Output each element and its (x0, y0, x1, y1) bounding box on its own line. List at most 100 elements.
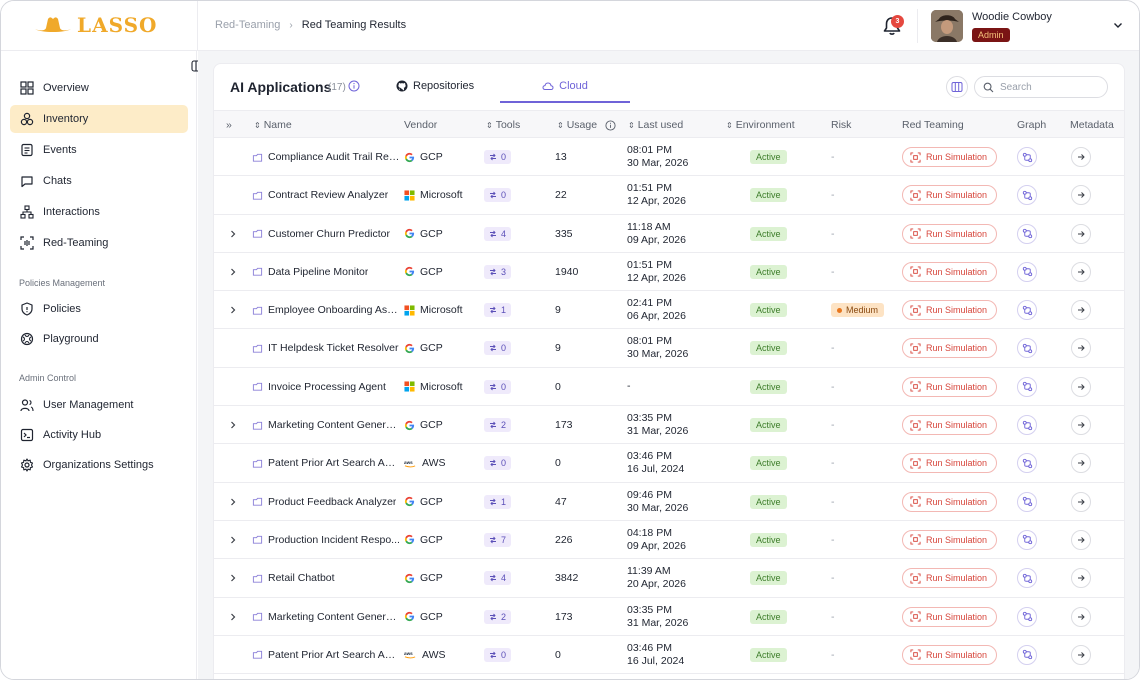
sidebar-item-policies[interactable]: Policies (10, 295, 188, 323)
run-simulation-button[interactable]: Run Simulation (902, 606, 998, 627)
column-header-metadata[interactable]: Metadata (1070, 119, 1114, 131)
graph-button[interactable] (1017, 453, 1037, 474)
metadata-button[interactable] (1071, 453, 1091, 474)
columns-toggle-button[interactable] (946, 76, 968, 98)
run-simulation-button[interactable]: Run Simulation (902, 491, 998, 512)
app-name-cell[interactable]: Compliance Audit Trail Revi... (252, 138, 402, 176)
expand-row-button[interactable] (226, 215, 240, 253)
run-simulation-button[interactable]: Run Simulation (902, 338, 998, 359)
table-row[interactable]: Marketing Content Genera... GCP 2 173 03:35 … (214, 406, 1124, 445)
app-name-cell[interactable]: IT Helpdesk Ticket Resolver (252, 329, 402, 367)
expand-row-button[interactable] (226, 598, 240, 636)
avatar[interactable] (931, 10, 963, 42)
app-name-cell[interactable]: Marketing Content Genera... (252, 406, 402, 444)
tools-count-badge[interactable]: 7 (484, 532, 512, 547)
sidebar-item-playground[interactable]: Playground (10, 325, 188, 353)
table-row[interactable]: Contract Review Analyzer Microsoft 0 22 01:5… (214, 176, 1124, 215)
app-name-cell[interactable]: Data Pipeline Monitor (252, 253, 402, 291)
expand-row-button[interactable] (226, 291, 240, 329)
run-simulation-button[interactable]: Run Simulation (902, 644, 998, 665)
expand-row-button[interactable] (226, 521, 240, 559)
expand-row-button[interactable] (226, 483, 240, 521)
sidebar-item-activity-hub[interactable]: Activity Hub (10, 421, 188, 449)
graph-button[interactable] (1017, 491, 1037, 512)
table-row[interactable]: Customer Churn Predictor GCP 4 335 11:18 AM 0… (214, 215, 1124, 253)
table-row[interactable]: IT Helpdesk Ticket Resolver GCP 0 9 08:01 PM… (214, 329, 1124, 368)
run-simulation-button[interactable]: Run Simulation (902, 147, 998, 167)
tools-count-badge[interactable]: 3 (484, 264, 512, 279)
table-row[interactable]: Data Pipeline Monitor GCP 3 1940 01:51 PM 12 … (214, 253, 1124, 292)
metadata-button[interactable] (1071, 338, 1091, 359)
table-row[interactable]: Product Feedback Analyzer GCP 1 47 09:46 PM 3… (214, 483, 1124, 521)
metadata-button[interactable] (1071, 147, 1091, 167)
sidebar-item-red-teaming[interactable]: Red-Teaming (10, 229, 188, 257)
column-header-graph[interactable]: Graph (1017, 119, 1046, 131)
tab-repositories[interactable]: Repositories (396, 80, 474, 92)
tools-count-badge[interactable]: 0 (484, 456, 512, 471)
run-simulation-button[interactable]: Run Simulation (902, 300, 998, 321)
graph-button[interactable] (1017, 147, 1037, 167)
app-name-cell[interactable]: Invoice Processing Agent (252, 368, 402, 406)
table-row[interactable]: Production Incident Respo... GCP 7 226 04:18… (214, 521, 1124, 560)
metadata-button[interactable] (1071, 529, 1091, 550)
app-name-cell[interactable]: Employee Onboarding Ass... (252, 291, 402, 329)
metadata-button[interactable] (1071, 415, 1091, 436)
run-simulation-button[interactable]: Run Simulation (902, 415, 998, 436)
tools-count-badge[interactable]: 1 (484, 494, 512, 509)
column-header-usage[interactable]: ⇕ Usage (557, 119, 616, 131)
search-box[interactable] (974, 76, 1108, 98)
tools-count-badge[interactable]: 1 (484, 303, 512, 318)
sidebar-item-events[interactable]: Events (10, 136, 188, 164)
metadata-button[interactable] (1071, 491, 1091, 512)
metadata-button[interactable] (1071, 376, 1091, 397)
app-name-cell[interactable]: Patent Prior Art Search Age... (252, 636, 402, 674)
app-name-cell[interactable]: Patent Prior Art Search Age... (252, 444, 402, 482)
tools-count-badge[interactable]: 4 (484, 571, 512, 586)
graph-button[interactable] (1017, 223, 1037, 244)
user-name[interactable]: Woodie Cowboy (972, 11, 1052, 23)
graph-button[interactable] (1017, 415, 1037, 436)
sidebar-item-chats[interactable]: Chats (10, 167, 188, 195)
graph-button[interactable] (1017, 376, 1037, 397)
tools-count-badge[interactable]: 0 (484, 188, 512, 203)
graph-button[interactable] (1017, 261, 1037, 282)
sidebar-item-inventory[interactable]: Inventory (10, 105, 188, 133)
brand-logo[interactable]: LASSO (33, 13, 157, 37)
table-row[interactable]: Marketing Content Genera... GCP 2 173 03:35 … (214, 598, 1124, 636)
table-row[interactable]: Invoice Processing Agent Microsoft 0 0 - Acti… (214, 368, 1124, 407)
tools-count-badge[interactable]: 0 (484, 341, 512, 356)
column-header-red-teaming[interactable]: Red Teaming (902, 119, 964, 131)
table-row[interactable]: Employee Onboarding Ass... Microsoft 1 9 02:… (214, 291, 1124, 330)
expand-row-button[interactable] (226, 559, 240, 597)
run-simulation-button[interactable]: Run Simulation (902, 453, 998, 474)
tools-count-badge[interactable]: 4 (484, 226, 512, 241)
search-input[interactable] (1000, 81, 1100, 93)
run-simulation-button[interactable]: Run Simulation (902, 376, 998, 397)
run-simulation-button[interactable]: Run Simulation (902, 529, 998, 550)
column-header-risk[interactable]: Risk (831, 119, 851, 131)
graph-button[interactable] (1017, 300, 1037, 321)
table-row[interactable]: Patent Prior Art Search Age... aws AWS 0 0 03… (214, 444, 1124, 483)
run-simulation-button[interactable]: Run Simulation (902, 568, 998, 589)
app-name-cell[interactable]: Contract Review Analyzer (252, 176, 402, 214)
run-simulation-button[interactable]: Run Simulation (902, 223, 998, 244)
sidebar-item-user-management[interactable]: User Management (10, 391, 188, 419)
metadata-button[interactable] (1071, 261, 1091, 282)
expand-row-button[interactable] (226, 253, 240, 291)
metadata-button[interactable] (1071, 606, 1091, 627)
tools-count-badge[interactable]: 2 (484, 418, 512, 433)
tab-cloud[interactable]: Cloud (500, 80, 630, 103)
metadata-button[interactable] (1071, 300, 1091, 321)
graph-button[interactable] (1017, 606, 1037, 627)
app-name-cell[interactable]: Product Feedback Analyzer (252, 483, 402, 521)
chevron-down-icon[interactable] (1112, 19, 1124, 31)
breadcrumb-parent[interactable]: Red-Teaming (215, 19, 281, 31)
metadata-button[interactable] (1071, 568, 1091, 589)
app-name-cell[interactable]: Retail Chatbot (252, 559, 402, 597)
table-row[interactable]: Patent Prior Art Search Age... aws AWS 0 0 03… (214, 636, 1124, 675)
sidebar-item-organizations-settings[interactable]: Organizations Settings (10, 451, 188, 479)
graph-button[interactable] (1017, 644, 1037, 665)
metadata-button[interactable] (1071, 644, 1091, 665)
column-header-last-used[interactable]: ⇕ Last used (628, 119, 683, 131)
metadata-button[interactable] (1071, 223, 1091, 244)
